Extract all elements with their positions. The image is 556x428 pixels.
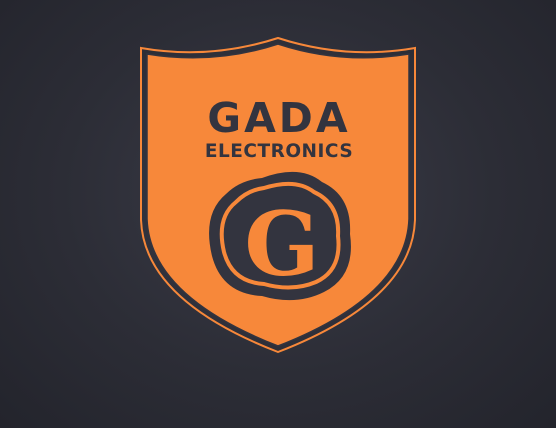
brand-name: GADA	[207, 94, 350, 142]
shield-outer-outline	[140, 36, 416, 354]
monogram-badge-shadow	[209, 171, 351, 301]
monogram-letter: G	[244, 192, 319, 296]
monogram-badge-inner-ring	[219, 181, 341, 290]
brand-tagline: ELECTRONICS	[205, 141, 353, 162]
